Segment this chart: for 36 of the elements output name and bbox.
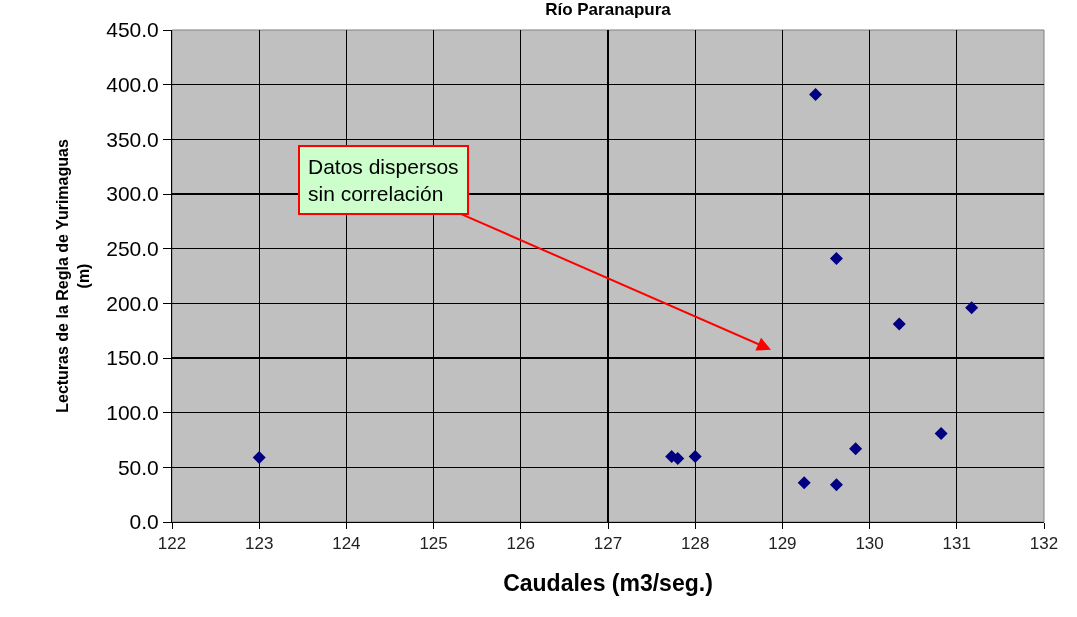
- point: [797, 476, 811, 490]
- point: [809, 88, 823, 102]
- y-tick-label: 50.0: [117, 455, 159, 479]
- y-tick-label: 300.0: [106, 182, 159, 206]
- x-tick-label: 130: [855, 534, 884, 554]
- x-tick-label: 124: [332, 534, 361, 554]
- y-tick-label: 400.0: [106, 73, 159, 97]
- point: [829, 478, 843, 492]
- x-tick-label: 127: [593, 534, 623, 554]
- point: [892, 317, 906, 331]
- y-tick-label: 250.0: [106, 237, 159, 261]
- x-tick-label: 131: [942, 534, 971, 554]
- x-tick-label: 122: [157, 534, 187, 554]
- y-tick-label: 350.0: [106, 127, 159, 151]
- x-tick-label: 123: [245, 534, 274, 554]
- x-tick-label: 125: [419, 534, 448, 554]
- annotation: Datos dispersos sin correlación: [308, 155, 459, 206]
- y-tick-label: 150.0: [106, 346, 159, 370]
- y-tick-label: 450.0: [106, 18, 159, 42]
- x-tick-label: 129: [768, 534, 797, 554]
- x-tick-label: 132: [1029, 534, 1059, 554]
- point: [671, 452, 685, 466]
- point: [688, 449, 702, 463]
- x-axis-title: Caudales (m3/seg.): [503, 570, 713, 596]
- x-tick-label: 128: [681, 534, 710, 554]
- y-tick-label: 200.0: [106, 291, 159, 315]
- y-tick-label: 100.0: [106, 401, 159, 425]
- chart-title: Río Paranapura: [545, 0, 672, 19]
- y-axis-title: Lecturas de la Regla de Yurimaguas (m): [54, 139, 93, 413]
- point: [849, 442, 863, 456]
- point: [934, 426, 948, 440]
- point: [829, 252, 843, 266]
- x-tick-label: 126: [506, 534, 535, 554]
- point: [252, 450, 266, 464]
- point: [965, 301, 979, 315]
- y-tick-label: 0.0: [129, 510, 159, 534]
